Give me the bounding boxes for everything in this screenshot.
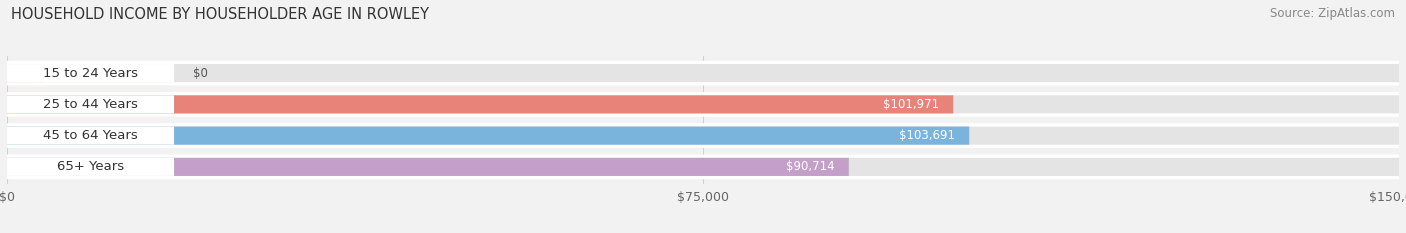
Text: $103,691: $103,691 <box>900 129 955 142</box>
FancyBboxPatch shape <box>7 127 1399 145</box>
Text: 15 to 24 Years: 15 to 24 Years <box>44 67 138 80</box>
FancyBboxPatch shape <box>7 92 1399 117</box>
Text: $101,971: $101,971 <box>883 98 939 111</box>
FancyBboxPatch shape <box>7 158 174 176</box>
Text: Source: ZipAtlas.com: Source: ZipAtlas.com <box>1270 7 1395 20</box>
FancyBboxPatch shape <box>7 158 1399 176</box>
FancyBboxPatch shape <box>7 127 174 145</box>
FancyBboxPatch shape <box>7 95 1399 113</box>
FancyBboxPatch shape <box>7 95 953 113</box>
FancyBboxPatch shape <box>7 154 1399 179</box>
Text: 65+ Years: 65+ Years <box>58 160 124 173</box>
FancyBboxPatch shape <box>7 95 174 113</box>
Text: 45 to 64 Years: 45 to 64 Years <box>44 129 138 142</box>
Text: $0: $0 <box>193 67 208 80</box>
FancyBboxPatch shape <box>7 123 1399 148</box>
FancyBboxPatch shape <box>7 127 969 145</box>
Text: HOUSEHOLD INCOME BY HOUSEHOLDER AGE IN ROWLEY: HOUSEHOLD INCOME BY HOUSEHOLDER AGE IN R… <box>11 7 429 22</box>
Text: 25 to 44 Years: 25 to 44 Years <box>44 98 138 111</box>
Text: $90,714: $90,714 <box>786 160 835 173</box>
FancyBboxPatch shape <box>7 61 1399 86</box>
FancyBboxPatch shape <box>7 64 1399 82</box>
FancyBboxPatch shape <box>7 64 174 82</box>
FancyBboxPatch shape <box>7 158 849 176</box>
FancyBboxPatch shape <box>7 64 44 82</box>
